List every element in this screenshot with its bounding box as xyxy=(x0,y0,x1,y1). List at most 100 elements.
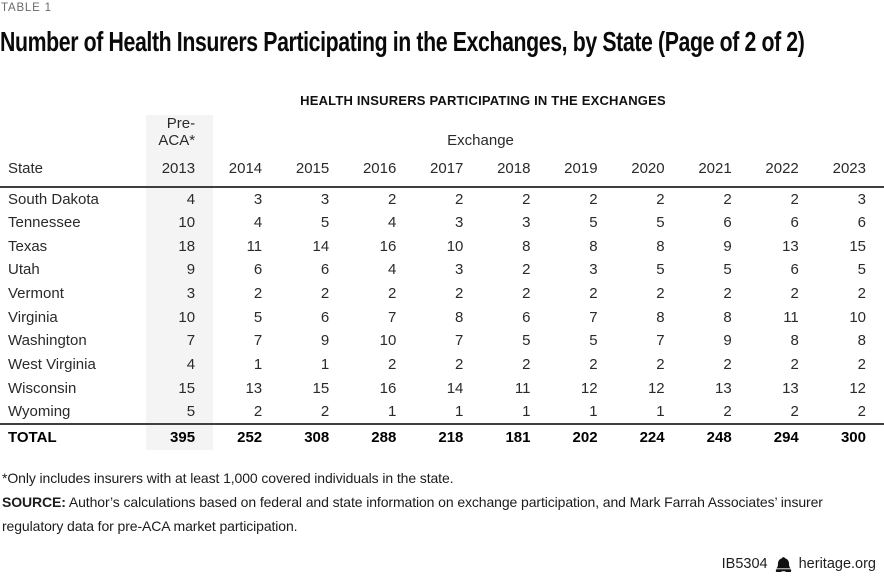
value-cell: 5 xyxy=(589,332,598,350)
value-cell: 5 xyxy=(723,261,732,279)
value-cell: 5 xyxy=(589,214,598,232)
value-cell: 2 xyxy=(522,356,531,374)
value-cell: 2 xyxy=(857,403,866,421)
value-cell: 2 xyxy=(857,356,866,374)
document-footer: IB5304 heritage.org xyxy=(722,556,876,572)
value-cell: 11 xyxy=(514,379,531,397)
value-cell: 3 xyxy=(253,190,263,208)
value-cell: 13 xyxy=(245,379,263,397)
total-value-cell: 224 xyxy=(615,422,683,450)
total-value-cell: 252 xyxy=(213,422,281,450)
year-column-header: 2022 xyxy=(749,152,817,188)
year-column-header: 2014 xyxy=(213,152,281,188)
value-cell: 6 xyxy=(320,308,330,326)
value-cell: 2 xyxy=(253,285,263,303)
value-cell: 1 xyxy=(253,356,263,374)
state-cell: Utah xyxy=(8,261,40,279)
value-cell: 12 xyxy=(849,379,866,397)
value-cell: 2 xyxy=(589,190,598,208)
year-column-header: 2016 xyxy=(347,152,415,188)
value-cell: 9 xyxy=(723,237,732,255)
value-cell: 2 xyxy=(522,285,531,303)
value-cell: 2 xyxy=(723,356,732,374)
value-cell: 13 xyxy=(782,237,799,255)
table-subtitle-wrap: HEALTH INSURERS PARTICIPATING IN THE EXC… xyxy=(82,92,884,110)
value-cell: 5 xyxy=(857,261,866,279)
year-column-header: 2015 xyxy=(280,152,348,188)
table-row: West Virginia 4 1 1 2 2 2 2 2 2 2 2 xyxy=(0,352,884,377)
value-cell: 1 xyxy=(522,403,531,421)
value-cell: 2 xyxy=(656,190,665,208)
value-cell: 6 xyxy=(790,214,799,232)
pre-aca-group-header: Pre-ACA* xyxy=(146,115,214,152)
value-cell: 2 xyxy=(455,285,464,303)
state-cell: Texas xyxy=(8,237,48,255)
value-cell: 6 xyxy=(320,261,330,279)
value-cell: 2 xyxy=(320,403,330,421)
total-value-cell: 308 xyxy=(280,422,348,450)
value-cell: 5 xyxy=(656,261,665,279)
value-cell: 7 xyxy=(387,308,397,326)
value-cell: 5 xyxy=(320,214,330,232)
year-column-header: 2020 xyxy=(615,152,683,188)
source-label: SOURCE: xyxy=(2,494,66,510)
value-cell: 12 xyxy=(580,379,598,397)
total-row: TOTAL 395 252 308 288 218 181 202 224 248 294 300 xyxy=(0,422,884,450)
footnote: *Only includes insurers with at least 1,… xyxy=(2,470,454,486)
value-cell: 2 xyxy=(320,285,330,303)
value-cell: 11 xyxy=(783,308,799,326)
state-cell: Virginia xyxy=(8,308,58,326)
doc-id: IB5304 xyxy=(721,556,768,572)
value-cell: 2 xyxy=(387,190,397,208)
value-cell: 2 xyxy=(522,190,531,208)
value-cell: 2 xyxy=(589,285,598,303)
value-cell: 12 xyxy=(647,379,665,397)
value-cell: 7 xyxy=(656,332,665,350)
value-cell: 1 xyxy=(387,403,397,421)
value-cell: 15 xyxy=(146,376,214,401)
value-cell: 2 xyxy=(723,403,732,421)
value-cell: 8 xyxy=(589,237,598,255)
value-cell: 16 xyxy=(379,379,397,397)
value-cell: 15 xyxy=(312,379,330,397)
value-cell: 2 xyxy=(589,356,598,374)
total-label: TOTAL xyxy=(0,422,146,450)
value-cell: 10 xyxy=(379,332,397,350)
value-cell: 2 xyxy=(656,356,665,374)
value-cell: 3 xyxy=(455,261,464,279)
value-cell: 7 xyxy=(253,332,263,350)
value-cell: 2 xyxy=(723,190,732,208)
value-cell: 1 xyxy=(320,356,330,374)
value-cell: 2 xyxy=(387,285,397,303)
value-cell: 8 xyxy=(656,308,665,326)
total-value-cell: 294 xyxy=(749,422,817,450)
notes-block: *Only includes insurers with at least 1,… xyxy=(2,466,880,538)
table-row: Washington 7 7 9 10 7 5 5 7 9 8 8 xyxy=(0,329,884,353)
value-cell: 9 xyxy=(320,332,330,350)
value-cell: 1 xyxy=(455,403,464,421)
value-cell: 18 xyxy=(146,234,214,259)
table-row: Wisconsin 15 13 15 16 14 11 12 12 13 13 12 xyxy=(0,376,884,401)
year-column-header: 2023 xyxy=(816,152,884,188)
value-cell: 4 xyxy=(387,214,397,232)
value-cell: 2 xyxy=(857,285,866,303)
value-cell: 2 xyxy=(455,190,464,208)
state-cell: Wisconsin xyxy=(8,379,77,397)
table-row: Tennessee 10 4 5 4 3 3 5 5 6 6 6 xyxy=(0,210,884,235)
value-cell: 7 xyxy=(146,329,214,353)
state-cell: Tennessee xyxy=(8,214,81,232)
value-cell: 13 xyxy=(782,379,799,397)
value-cell: 1 xyxy=(589,403,598,421)
value-cell: 1 xyxy=(656,403,665,421)
table-row: Vermont 3 2 2 2 2 2 2 2 2 2 2 xyxy=(0,281,884,306)
total-value-cell: 202 xyxy=(548,422,616,450)
year-column-header: 2019 xyxy=(548,152,616,188)
column-header-row: State 2013 2014 2015 2016 2017 2018 2019 2020 202… xyxy=(0,152,884,188)
value-cell: 7 xyxy=(589,308,598,326)
value-cell: 2 xyxy=(656,285,665,303)
total-value-cell: 300 xyxy=(816,422,884,450)
value-cell: 9 xyxy=(723,332,732,350)
total-value-cell: 395 xyxy=(146,422,214,450)
table-number-label: TABLE 1 xyxy=(1,2,52,14)
value-cell: 8 xyxy=(857,332,866,350)
